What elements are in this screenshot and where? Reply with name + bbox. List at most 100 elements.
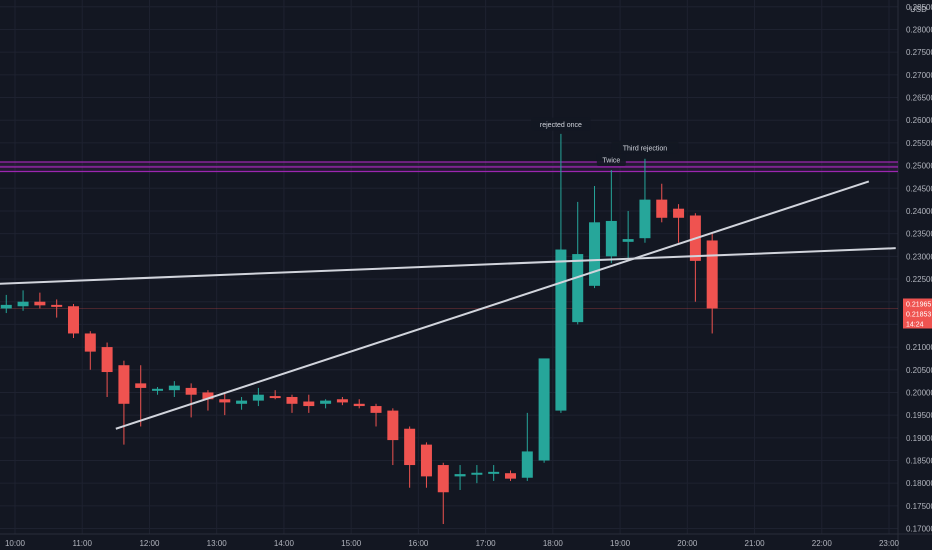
candle-body <box>706 240 718 309</box>
price-tag: 0.21853 <box>903 308 932 319</box>
price-tag-box <box>903 318 932 329</box>
candle-down <box>84 331 96 370</box>
candle-down <box>118 360 130 445</box>
candle-up <box>605 170 617 264</box>
annotation-text: Third rejection <box>623 145 667 152</box>
candle-body <box>471 472 483 475</box>
candle-body <box>437 465 449 493</box>
candle-down <box>504 470 516 481</box>
candle-body <box>622 239 634 242</box>
trendline <box>115 180 870 430</box>
candle-down <box>404 426 416 488</box>
candle-body <box>387 410 399 441</box>
price-tag-text: 0.21853 <box>906 312 931 319</box>
candle-body <box>589 222 601 286</box>
candle-down <box>353 399 365 409</box>
candle-body <box>521 451 533 478</box>
y-tick-label: 0.17000 <box>906 525 932 534</box>
candle-down <box>420 442 432 488</box>
price-tag-box <box>903 298 932 309</box>
candle-body <box>504 473 516 479</box>
price-tag: 0.21965 <box>903 298 932 309</box>
candle-up <box>572 201 584 325</box>
x-tick-label: 16:00 <box>408 539 429 548</box>
annotation-box <box>531 117 591 131</box>
candle-body <box>353 403 365 407</box>
x-tick-label: 10:00 <box>5 539 26 548</box>
candle-body <box>202 392 214 400</box>
candle-body <box>84 333 96 352</box>
candle-up <box>252 387 264 407</box>
annotation-callout: Third rejection <box>611 140 679 154</box>
candle-body <box>673 208 685 218</box>
candle-body <box>236 400 248 404</box>
candle-body <box>152 388 164 391</box>
currency-label: USD <box>910 5 927 14</box>
candle-up <box>236 396 248 410</box>
candle-up <box>521 412 533 481</box>
price-tag-text: 0.21965 <box>906 302 931 309</box>
annotation-callout: rejected once <box>531 117 591 131</box>
candle-body <box>118 365 130 404</box>
candle-body <box>168 385 180 391</box>
candle-down <box>202 390 214 411</box>
candle-up <box>555 133 567 413</box>
candle-down <box>673 204 685 243</box>
trendlines <box>0 180 896 430</box>
candle-down <box>370 403 382 427</box>
time-axis[interactable]: 10:00 11:00 12:00 13:00 14:00 15:00 16:00 17:00… <box>5 539 900 548</box>
candle-down <box>34 292 46 309</box>
candle-body <box>320 400 332 404</box>
x-tick-label: 12:00 <box>139 539 160 548</box>
x-tick-label: 14:00 <box>274 539 295 548</box>
annotation-box <box>596 153 626 167</box>
candle-body <box>538 358 550 461</box>
candle-down <box>185 383 197 418</box>
x-tick-label: 23:00 <box>879 539 900 548</box>
candle-body <box>370 406 382 413</box>
candle-body <box>656 199 668 218</box>
candle-up <box>622 210 634 259</box>
candle-down <box>387 408 399 466</box>
candle-body <box>101 347 113 373</box>
candle-body <box>404 428 416 466</box>
candle-body <box>605 220 617 257</box>
candle-down <box>101 342 113 397</box>
annotation-text: Twice <box>602 158 620 165</box>
candle-body <box>420 444 432 477</box>
candle-up <box>320 399 332 409</box>
annotation-box <box>611 140 679 154</box>
candle-down <box>286 394 298 413</box>
candle-body <box>269 396 281 399</box>
candle-body <box>252 394 264 401</box>
candle-body <box>219 399 231 403</box>
candle-down <box>336 396 348 406</box>
resistance-levels <box>0 161 898 309</box>
candle-down <box>135 365 147 427</box>
candle-body <box>303 401 315 407</box>
candle-body <box>488 471 500 474</box>
candle-body <box>336 399 348 403</box>
price-tag: 14:24 <box>903 318 932 329</box>
candle-down <box>219 393 231 416</box>
x-tick-label: 18:00 <box>543 539 564 548</box>
candle-down <box>706 233 718 334</box>
candle-body <box>454 474 466 477</box>
